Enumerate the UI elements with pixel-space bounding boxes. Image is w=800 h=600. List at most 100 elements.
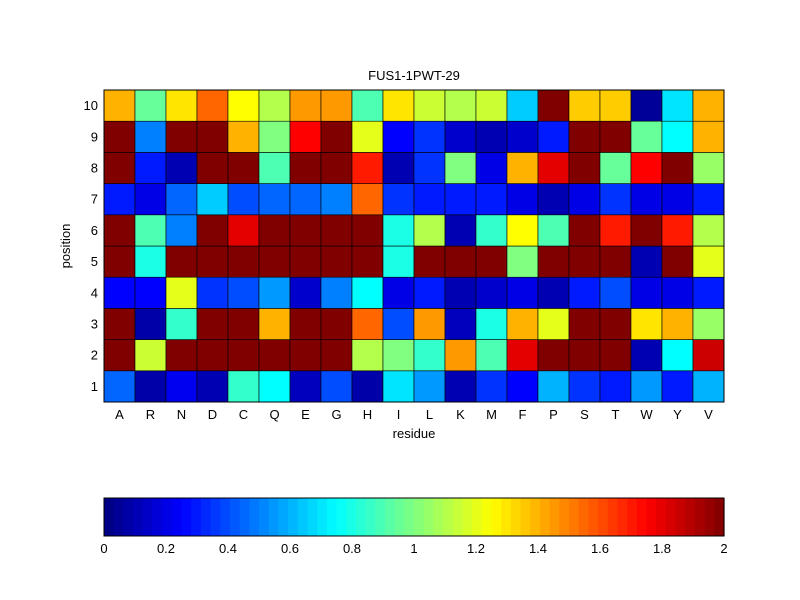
- colorbar-step: [656, 498, 667, 536]
- colorbar-step: [336, 498, 347, 536]
- colorbar-tick-labels: 0 0.2 0.4 0.6 0.8 1 1.2 1.4 1.6 1.8 2: [100, 541, 727, 556]
- heatmap-cell: [506, 120, 539, 153]
- colorbar-step: [365, 498, 376, 536]
- colorbar-step: [249, 498, 260, 536]
- colorbar-step: [607, 498, 619, 536]
- heatmap-cell: [537, 370, 570, 403]
- heatmap-cell: [289, 308, 322, 340]
- heatmap-cell: [475, 214, 508, 247]
- heatmap-cell: [444, 276, 477, 309]
- heatmap-cell: [692, 152, 725, 184]
- heatmap-cell: [351, 214, 384, 247]
- colorbar-step: [326, 498, 338, 536]
- colorbar-step: [481, 498, 493, 536]
- colorbar-step: [433, 498, 444, 536]
- heatmap-cell: [351, 370, 384, 403]
- heatmap-cell: [661, 183, 694, 216]
- heatmap-cell: [692, 89, 725, 122]
- heatmap-cell: [568, 370, 601, 403]
- colorbar-step: [452, 498, 464, 536]
- heatmap-cell: [506, 214, 539, 247]
- colorbar-tick-label: 0: [100, 541, 107, 556]
- heatmap-cell: [165, 276, 198, 309]
- colorbar-step: [685, 498, 696, 536]
- heatmap-cell: [444, 120, 477, 153]
- heatmap-cell: [475, 308, 508, 340]
- heatmap-cell: [258, 245, 291, 278]
- heatmap-grid: [103, 89, 725, 403]
- heatmap-cell: [506, 370, 539, 403]
- colorbar-step: [588, 498, 599, 536]
- heatmap-cell: [506, 308, 539, 340]
- heatmap-cell: [258, 89, 291, 122]
- heatmap-cell: [320, 308, 353, 340]
- heatmap-cell: [506, 339, 539, 372]
- heatmap-cell: [413, 89, 446, 122]
- colorbar-step: [539, 498, 551, 536]
- colorbar-step: [210, 498, 221, 536]
- heatmap-cell: [568, 89, 601, 122]
- heatmap-cell: [475, 183, 508, 216]
- heatmap-cell: [630, 183, 663, 216]
- heatmap-cell: [289, 276, 322, 309]
- heatmap-cell: [320, 120, 353, 153]
- colorbar-step: [384, 498, 396, 536]
- heatmap-cell: [599, 339, 632, 372]
- heatmap-cell: [382, 370, 415, 403]
- x-tick-label: K: [456, 407, 465, 422]
- heatmap-cell: [227, 152, 260, 184]
- heatmap-cell: [227, 120, 260, 153]
- x-tick-label: C: [239, 407, 248, 422]
- heatmap-cell: [351, 152, 384, 184]
- heatmap-cell: [382, 183, 415, 216]
- y-tick-label: 1: [91, 379, 98, 394]
- heatmap-cell: [568, 183, 601, 216]
- colorbar-step: [278, 498, 289, 536]
- heatmap-cell: [599, 89, 632, 122]
- heatmap-cell: [103, 214, 136, 247]
- heatmap-cell: [196, 276, 229, 309]
- heatmap-cell: [134, 276, 167, 309]
- heatmap-cell: [568, 214, 601, 247]
- heatmap-cell: [351, 308, 384, 340]
- heatmap-cell: [227, 276, 260, 309]
- heatmap-cell: [599, 183, 632, 216]
- colorbar-tick-label: 1.8: [653, 541, 671, 556]
- heatmap-cell: [537, 89, 570, 122]
- heatmap-cell: [599, 308, 632, 340]
- colorbar-step: [394, 498, 405, 536]
- colorbar-step: [559, 498, 570, 536]
- heatmap-cell: [351, 89, 384, 122]
- heatmap-cell: [227, 245, 260, 278]
- heatmap-cell: [289, 214, 322, 247]
- heatmap-cell: [475, 339, 508, 372]
- colorbar-step: [501, 498, 512, 536]
- y-tick-labels: 1 2 3 4 5 6 7 8 9 10: [84, 98, 98, 394]
- x-tick-label: S: [580, 407, 589, 422]
- colorbar-step: [462, 498, 473, 536]
- heatmap-cell: [599, 245, 632, 278]
- colorbar-step: [578, 498, 589, 536]
- heatmap-cell: [537, 276, 570, 309]
- x-tick-label: T: [612, 407, 620, 422]
- heatmap-cell: [196, 245, 229, 278]
- x-tick-label: W: [640, 407, 653, 422]
- heatmap-cell: [134, 120, 167, 153]
- heatmap-cell: [661, 214, 694, 247]
- colorbar-tick-label: 0.8: [343, 541, 361, 556]
- heatmap-cell: [196, 339, 229, 372]
- heatmap-cell: [599, 152, 632, 184]
- heatmap-cell: [692, 183, 725, 216]
- heatmap-cell: [196, 152, 229, 184]
- heatmap-cell: [630, 89, 663, 122]
- heatmap-cell: [630, 276, 663, 309]
- colorbar-frame: [103, 497, 725, 537]
- heatmap-cell: [227, 370, 260, 403]
- x-tick-label: D: [208, 407, 217, 422]
- heatmap-cell: [537, 120, 570, 153]
- heatmap-cell: [506, 183, 539, 216]
- heatmap-cell: [475, 276, 508, 309]
- colorbar-step: [133, 498, 144, 536]
- heatmap-cell: [630, 214, 663, 247]
